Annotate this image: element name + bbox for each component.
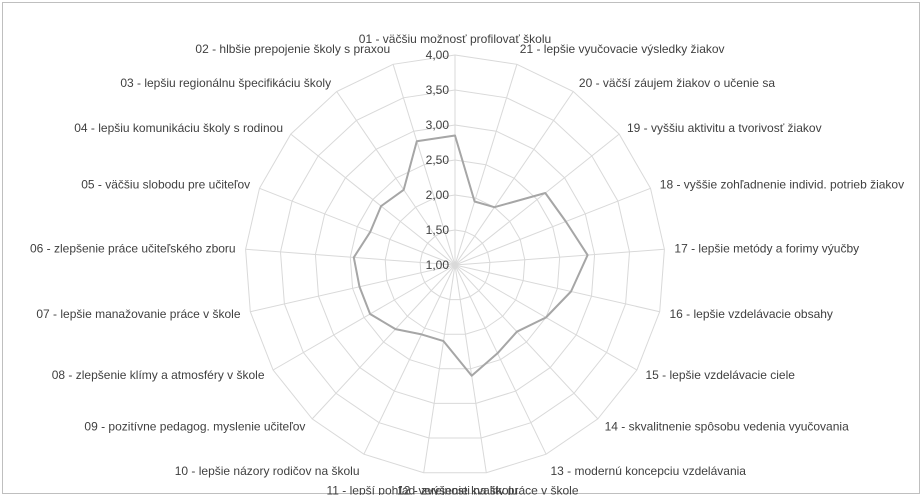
- category-label: 14 - skvalitnenie spôsobu vedenia vyučov…: [605, 419, 849, 433]
- tick-label: 1,00: [426, 258, 450, 272]
- spoke-20: [392, 64, 456, 266]
- tick-label: 1,50: [426, 223, 450, 237]
- spoke-5: [454, 248, 665, 266]
- series-line-0: [352, 134, 589, 377]
- tick-label: 3,00: [426, 118, 450, 132]
- spoke-6: [454, 264, 660, 313]
- category-label: 04 - lepšiu komunikáciu školy s rodinou: [74, 121, 283, 135]
- spoke-17: [259, 187, 456, 266]
- grid-ring-3: [349, 159, 561, 370]
- spoke-13: [311, 264, 456, 420]
- grid-ring-6: [245, 54, 665, 474]
- category-label: 18 - vyššie zohľadnenie individ. potrieb…: [660, 178, 904, 192]
- category-label: 11 - lepší pohľad verejnosti na školu: [327, 484, 518, 496]
- category-label: 02 - hlbšie prepojenie školy s praxou: [195, 42, 390, 56]
- grid-ring-5: [279, 89, 631, 439]
- category-label: 10 - lepšie názory rodičov na školu: [175, 464, 360, 478]
- category-label: 20 - väčší záujem žiakov o učenie sa: [579, 76, 775, 90]
- spoke-9: [454, 264, 547, 455]
- category-label: 12 - zvýšenie kvality práce v škole: [397, 484, 579, 496]
- category-label: 15 - lepšie vzdelávacie ciele: [646, 368, 796, 382]
- category-label: 01 - väčšiu možnosť profilovať školu: [359, 32, 551, 46]
- category-label: 05 - väčšiu slobodu pre učiteľov: [81, 178, 250, 192]
- category-label: 08 - zlepšenie klímy a atmosféry v škole: [52, 368, 265, 382]
- category-label: 19 - vyššiu aktivitu a tvorivosť žiakov: [627, 121, 822, 135]
- radar-grid: [245, 54, 665, 474]
- spoke-18: [290, 133, 456, 266]
- spoke-12: [363, 264, 456, 455]
- category-label: 21 - lepšie vyučovacie výsledky žiakov: [520, 42, 725, 56]
- grid-ring-1: [419, 229, 491, 301]
- radar-chart: 1,00 1,50 2,00 2,50 3,00 3,50 4,00 01 - väčšiu…: [30, 32, 904, 495]
- category-label: 07 - lepšie manažovanie práce v škole: [36, 307, 240, 321]
- spoke-1: [454, 64, 518, 266]
- spoke-4: [454, 187, 651, 266]
- tick-label: 2,00: [426, 188, 450, 202]
- grid-ring-2: [384, 194, 526, 335]
- category-label: 13 - modernú koncepciu vzdelávania: [551, 464, 747, 478]
- grid-ring-4: [314, 124, 596, 404]
- spoke-11: [423, 264, 456, 473]
- spoke-10: [454, 264, 487, 473]
- tick-label: 3,50: [426, 83, 450, 97]
- tick-label: 2,50: [426, 153, 450, 167]
- radial-axis-ticks: 1,00 1,50 2,00 2,50 3,00 3,50 4,00: [426, 48, 450, 272]
- category-label: 09 - pozitívne pedagog. myslenie učiteľo…: [84, 419, 305, 433]
- category-label: 03 - lepšiu regionálnu špecifikáciu škol…: [120, 76, 331, 90]
- spoke-19: [336, 91, 456, 266]
- category-label: 17 - lepšie metódy a forimy výučby: [674, 242, 859, 256]
- spoke-16: [245, 248, 456, 266]
- series-layer: [352, 134, 589, 377]
- spoke-14: [272, 264, 456, 371]
- tick-label: 4,00: [426, 48, 450, 62]
- spoke-2: [454, 91, 574, 266]
- category-label: 06 - zlepšenie práce učiteľského zboru: [30, 242, 236, 256]
- spoke-3: [454, 133, 620, 266]
- category-label: 16 - lepšie vzdelávacie obsahy: [670, 307, 833, 321]
- spoke-8: [454, 264, 599, 420]
- spoke-15: [250, 264, 456, 313]
